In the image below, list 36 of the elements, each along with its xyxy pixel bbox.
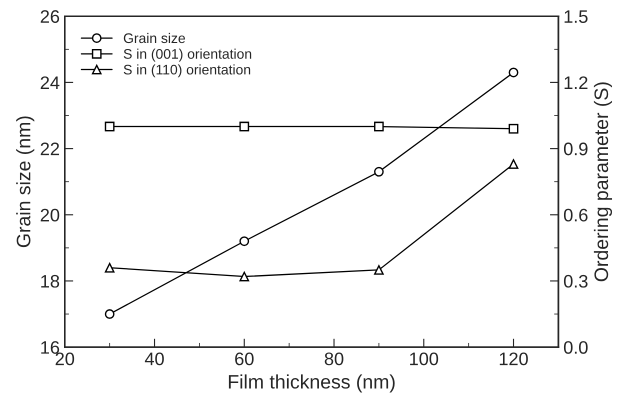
point: [239, 236, 250, 246]
y2-tick-label: 1.2: [564, 76, 588, 89]
y2-tick-label: 0.9: [564, 142, 588, 156]
y-tick-label: 20: [40, 208, 60, 222]
x-tick-label: 80: [324, 352, 344, 366]
point: [508, 68, 518, 78]
point: [239, 272, 250, 282]
point: [104, 122, 115, 132]
y2-tick-label: 1.5: [564, 10, 588, 23]
y-tick-label: 24: [40, 76, 60, 89]
point: [239, 122, 250, 132]
x-tick-label: 60: [235, 352, 254, 366]
legend-label: Grain size: [124, 32, 186, 44]
y2-tick-label: 0.0: [564, 341, 588, 354]
x-tick-label: 40: [144, 352, 164, 366]
y2-tick-label: 0.6: [564, 208, 588, 222]
y-tick-label: 16: [41, 341, 60, 354]
y2-tick-label: 0.3: [564, 274, 588, 288]
point: [508, 159, 518, 169]
legend-label: S in (001) orientation: [124, 48, 252, 62]
x-tick-label: 20: [56, 352, 74, 366]
y-tick-label: 22: [40, 142, 60, 156]
point: [104, 309, 115, 319]
legend-label: S in (110) orientation: [124, 64, 250, 78]
point: [374, 122, 384, 132]
y-tick-label: 26: [40, 10, 60, 23]
y-axis-title: Grain size (nm): [16, 116, 34, 248]
y-tick-label: 18: [41, 274, 60, 288]
point: [374, 166, 384, 177]
x-axis-title: Film thickness (nm): [228, 374, 395, 392]
point: [374, 265, 384, 275]
x-tick-label: 100: [410, 352, 438, 366]
point: [508, 124, 518, 134]
point: [104, 262, 115, 273]
x-tick-label: 120: [500, 352, 528, 366]
y2-axis-title: Ordering parameter (S): [594, 82, 612, 282]
